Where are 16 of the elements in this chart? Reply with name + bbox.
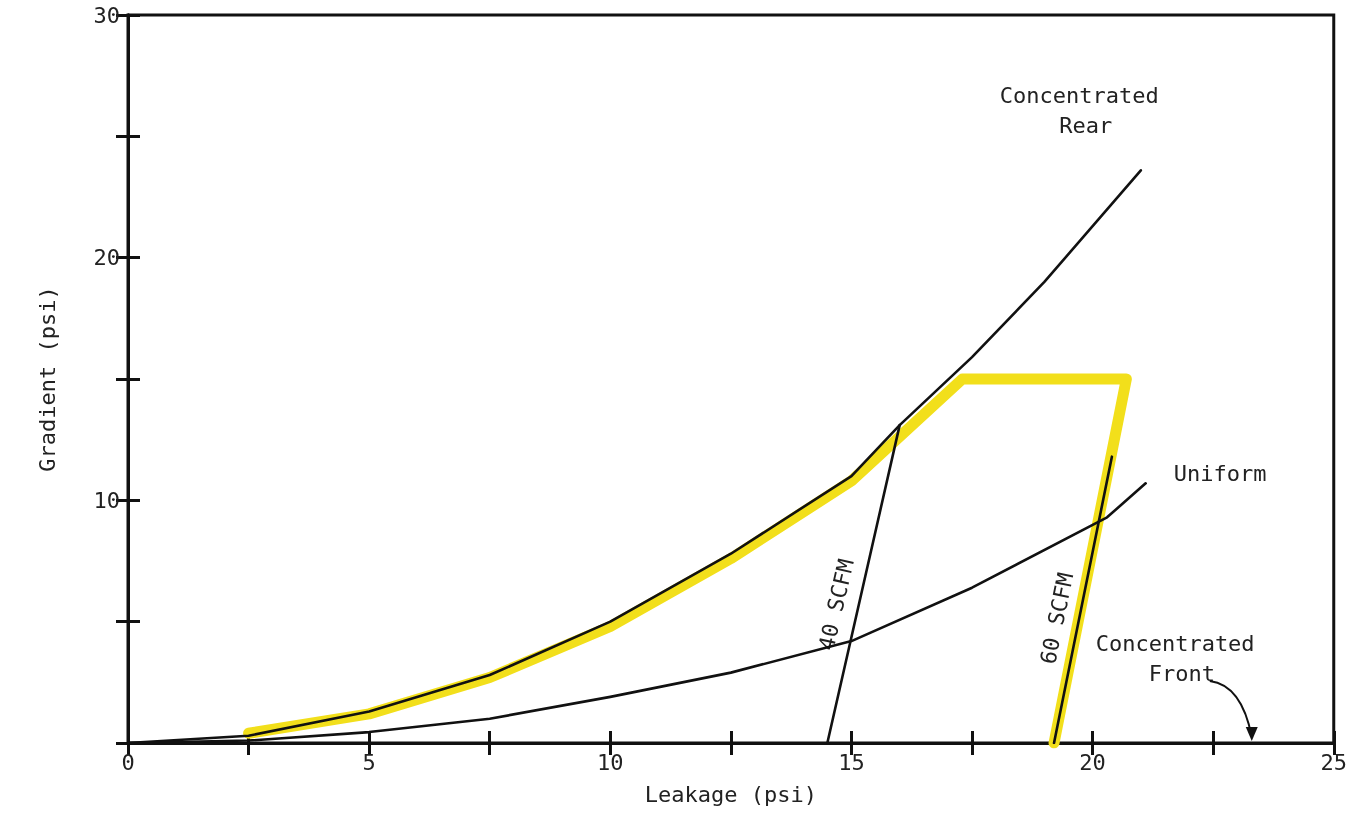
y-tick-label: 20: [93, 245, 120, 271]
x-tick-label: 0: [121, 749, 135, 775]
x-tick-label: 10: [597, 749, 624, 775]
text: 40 SCFM: [813, 556, 859, 653]
y-axis-title: Gradient (psi): [34, 286, 60, 472]
x-tick-label: 20: [1079, 749, 1106, 775]
x-tick-label: 15: [838, 749, 865, 775]
y-tick-label: 10: [93, 487, 120, 513]
x-axis-title: Leakage (psi): [644, 781, 817, 807]
text: 60 SCFM: [1035, 570, 1079, 667]
annotation: Concentrated Front: [1095, 630, 1268, 686]
x-tick-label: 25: [1320, 749, 1347, 775]
series-label: Uniform: [1173, 460, 1267, 486]
series-label: Concentrated Rear: [999, 82, 1172, 138]
y-tick-label: 30: [93, 2, 120, 28]
x-tick-label: 5: [362, 749, 376, 775]
